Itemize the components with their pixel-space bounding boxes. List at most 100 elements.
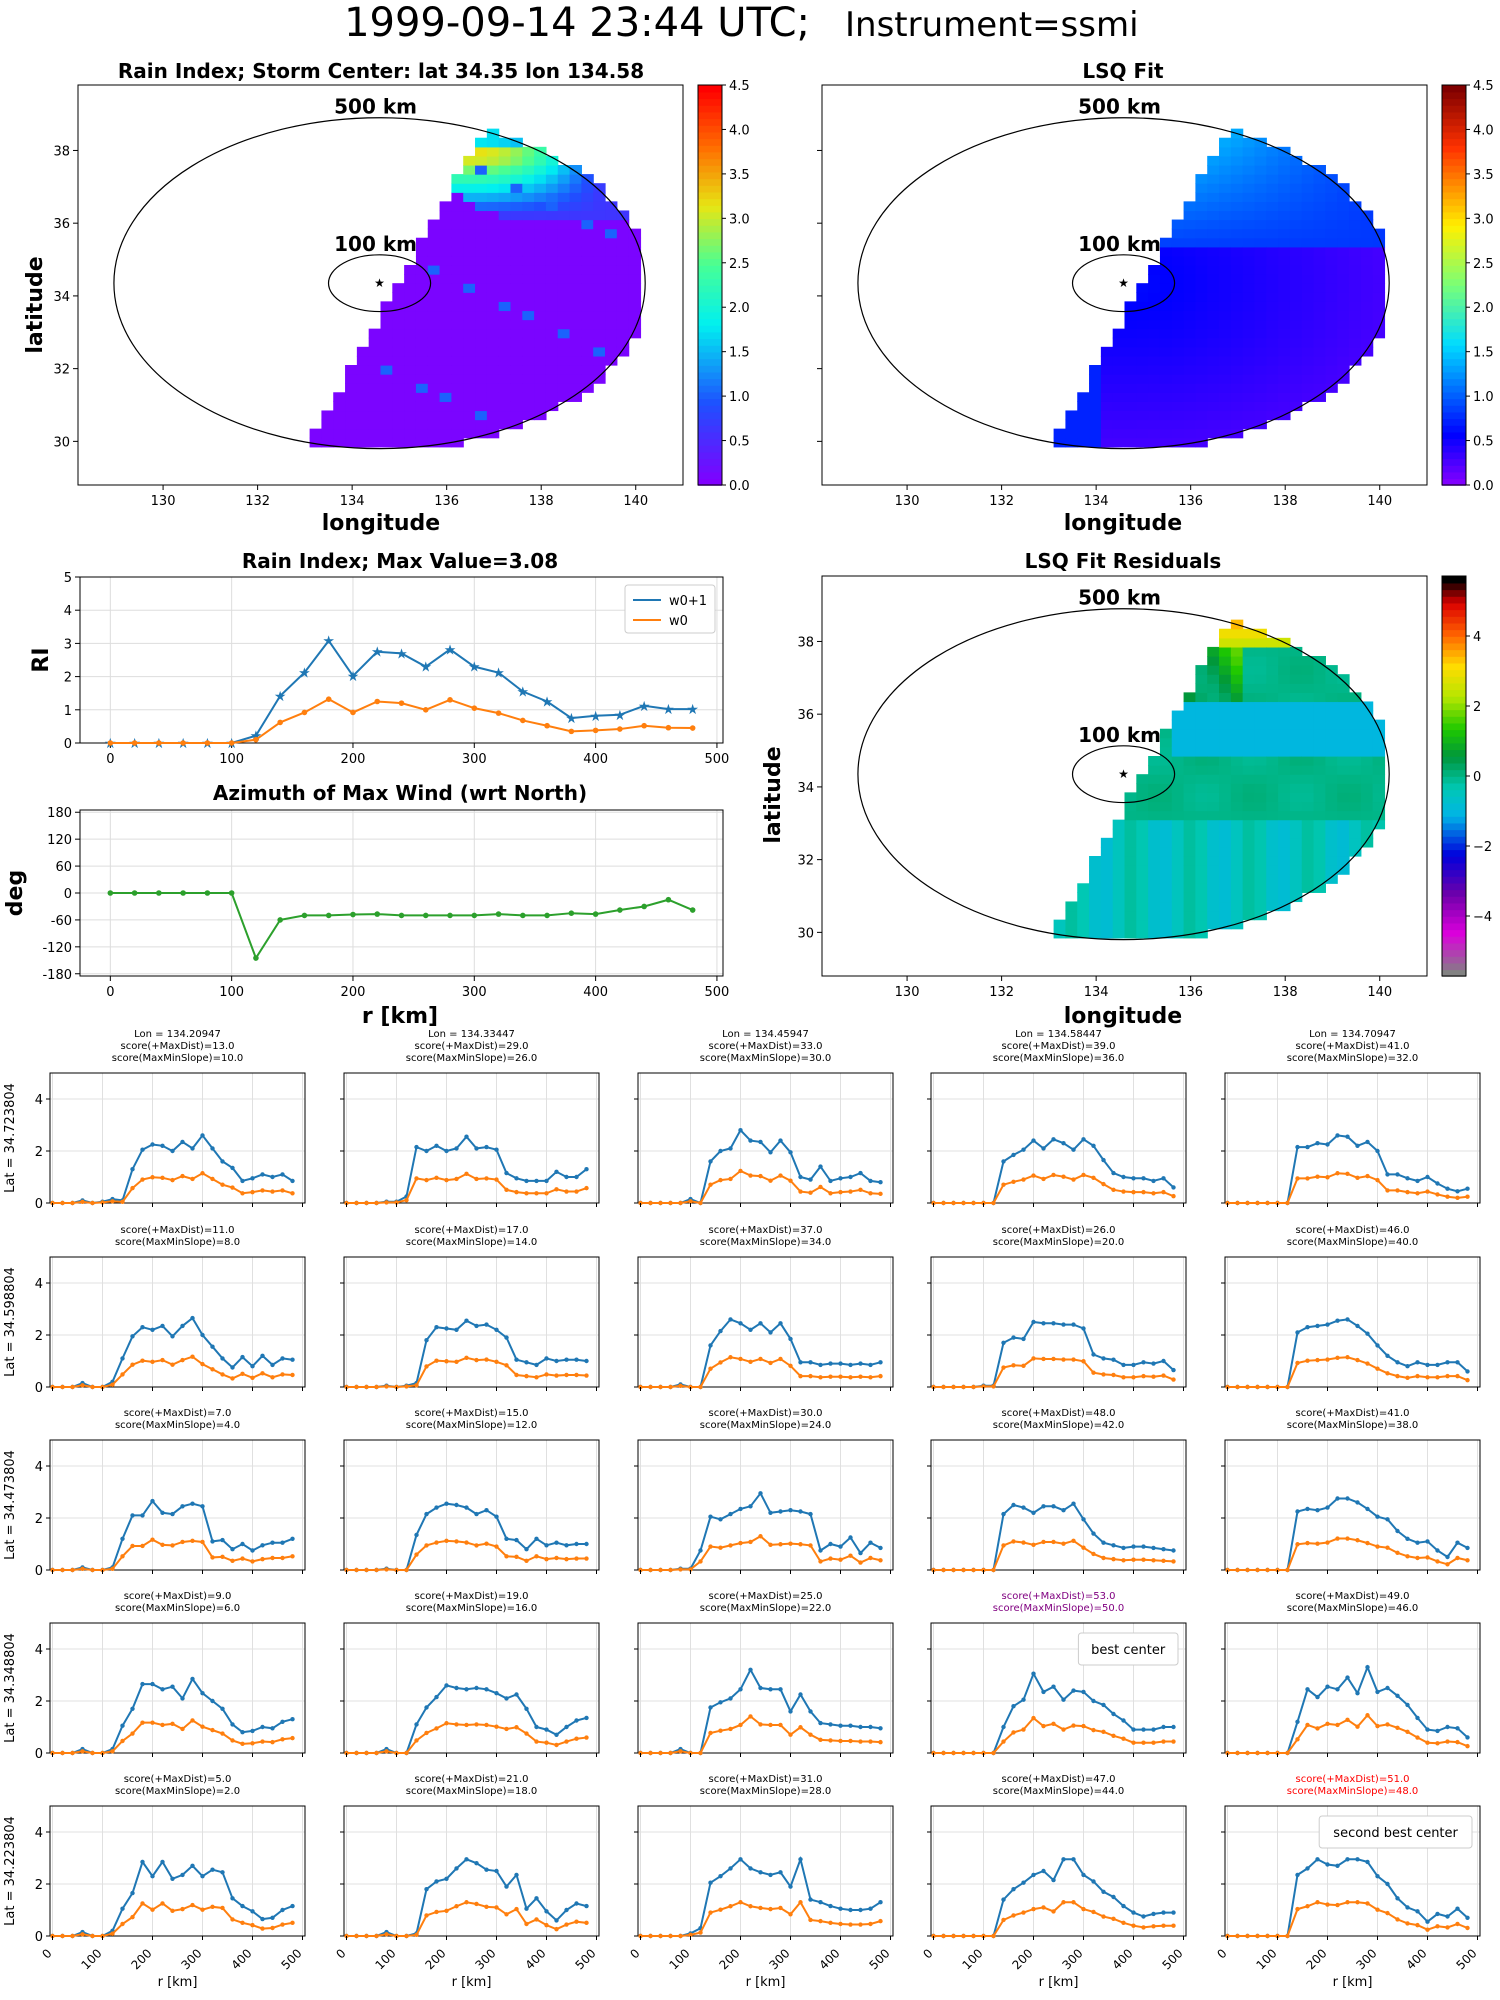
map-cell <box>1289 765 1303 775</box>
map-cell <box>1195 210 1208 221</box>
profile-point <box>658 1933 663 1939</box>
profile-point <box>758 1722 763 1727</box>
cell-score-maxminslope: score(MaxMinSlope)=16.0 <box>406 1603 537 1614</box>
map-cell <box>545 183 559 193</box>
colorbar-segment <box>698 265 722 273</box>
map-cell <box>1325 756 1338 766</box>
map-cell <box>522 383 535 393</box>
colorbar-segment <box>1442 756 1466 764</box>
map-cell <box>1289 883 1303 893</box>
map-cell <box>1124 337 1137 348</box>
map-cell <box>1266 701 1279 712</box>
profile-point <box>1435 1548 1440 1553</box>
profile-point <box>140 1513 145 1518</box>
map-cell <box>1219 165 1232 175</box>
data-point: ★ <box>274 689 287 705</box>
map-cell <box>1242 892 1256 903</box>
map-cell <box>1207 401 1220 412</box>
profile-point <box>1315 1857 1320 1862</box>
map-cell <box>451 183 464 193</box>
profile-point <box>200 1691 205 1696</box>
map-cell <box>475 228 488 239</box>
colorbar-segment <box>1442 305 1466 313</box>
map-cell <box>463 337 476 348</box>
profile-point <box>464 1722 469 1728</box>
colorbar-segment <box>1442 629 1466 637</box>
map-cell <box>534 201 547 212</box>
profile-point <box>1285 1933 1290 1939</box>
map-cell <box>1159 792 1173 803</box>
cell-score-maxdist: score(+MaxDist)=41.0 <box>1296 1408 1410 1419</box>
map-cell <box>486 374 500 384</box>
map-cell <box>593 201 606 212</box>
map-cell <box>522 410 535 421</box>
colorbar-segment <box>698 145 722 153</box>
map-cell <box>1325 274 1338 284</box>
map-cell <box>1360 765 1374 775</box>
map-cell <box>569 310 582 321</box>
colorbar-segment <box>1442 405 1466 413</box>
colorbar-segment <box>1442 622 1466 631</box>
map-cell <box>1230 874 1244 884</box>
colorbar-segment <box>1442 916 1466 924</box>
map-cell <box>1242 692 1256 703</box>
map-cell <box>616 255 630 266</box>
cell-score-maxdist: score(+MaxDist)=39.0 <box>1002 1041 1116 1052</box>
map-cell <box>605 255 618 266</box>
profile-point <box>210 1367 215 1372</box>
colorbar-segment <box>1442 198 1466 206</box>
profile-point <box>484 1722 489 1728</box>
cell-plot-area <box>344 1257 599 1387</box>
map-cell <box>1254 737 1267 748</box>
map-cell <box>415 265 429 275</box>
profile-point <box>474 1861 479 1866</box>
profile-point <box>200 1504 205 1509</box>
profile-point <box>758 1139 763 1145</box>
map-cell <box>463 165 476 175</box>
map-cell <box>1219 292 1232 302</box>
map-cell <box>498 392 512 402</box>
profile-point <box>1265 1750 1270 1756</box>
map-cell <box>1100 410 1114 421</box>
colorbar-segment <box>698 398 722 406</box>
map-cell <box>545 192 559 202</box>
profile-point <box>838 1738 843 1744</box>
cell-plot-area <box>50 1257 305 1387</box>
map-cell <box>605 346 618 357</box>
map-cell <box>475 392 488 402</box>
profile-point <box>1111 1894 1116 1900</box>
profile-point <box>1041 1723 1046 1729</box>
map-cell <box>1100 437 1114 448</box>
map-cell <box>368 419 382 430</box>
map-cell <box>545 374 559 384</box>
map-cell <box>1254 183 1267 193</box>
map-cell <box>534 365 547 375</box>
map-cell <box>392 365 405 375</box>
map-cell <box>1301 255 1315 266</box>
map-cell <box>475 183 488 193</box>
map-cell <box>1159 846 1173 857</box>
map-cell <box>616 246 630 257</box>
profile-point <box>1435 1375 1440 1380</box>
map-cell <box>1171 328 1185 339</box>
map-cell <box>1254 710 1267 721</box>
cell-score-maxminslope: score(MaxMinSlope)=46.0 <box>1287 1603 1418 1614</box>
profile-point <box>1365 1665 1370 1670</box>
colorbar-tick-label: 4.0 <box>1473 123 1494 138</box>
map-cell <box>1325 174 1338 184</box>
map-cell <box>1372 301 1386 312</box>
profile-point <box>1171 1724 1176 1730</box>
profile-point <box>1091 1143 1096 1149</box>
map-cell <box>1372 801 1386 812</box>
map-cell <box>1278 155 1291 166</box>
map-cell <box>1219 856 1232 866</box>
colorbar-segment <box>698 298 722 306</box>
map-cell <box>1254 837 1267 848</box>
map-cell <box>427 219 441 230</box>
map-cell <box>1278 728 1291 739</box>
map-cell <box>1159 428 1173 439</box>
map-cell <box>1136 810 1149 821</box>
cell-plot-area <box>931 1440 1186 1570</box>
map-cell <box>1219 801 1232 812</box>
map-cell <box>1242 192 1256 202</box>
